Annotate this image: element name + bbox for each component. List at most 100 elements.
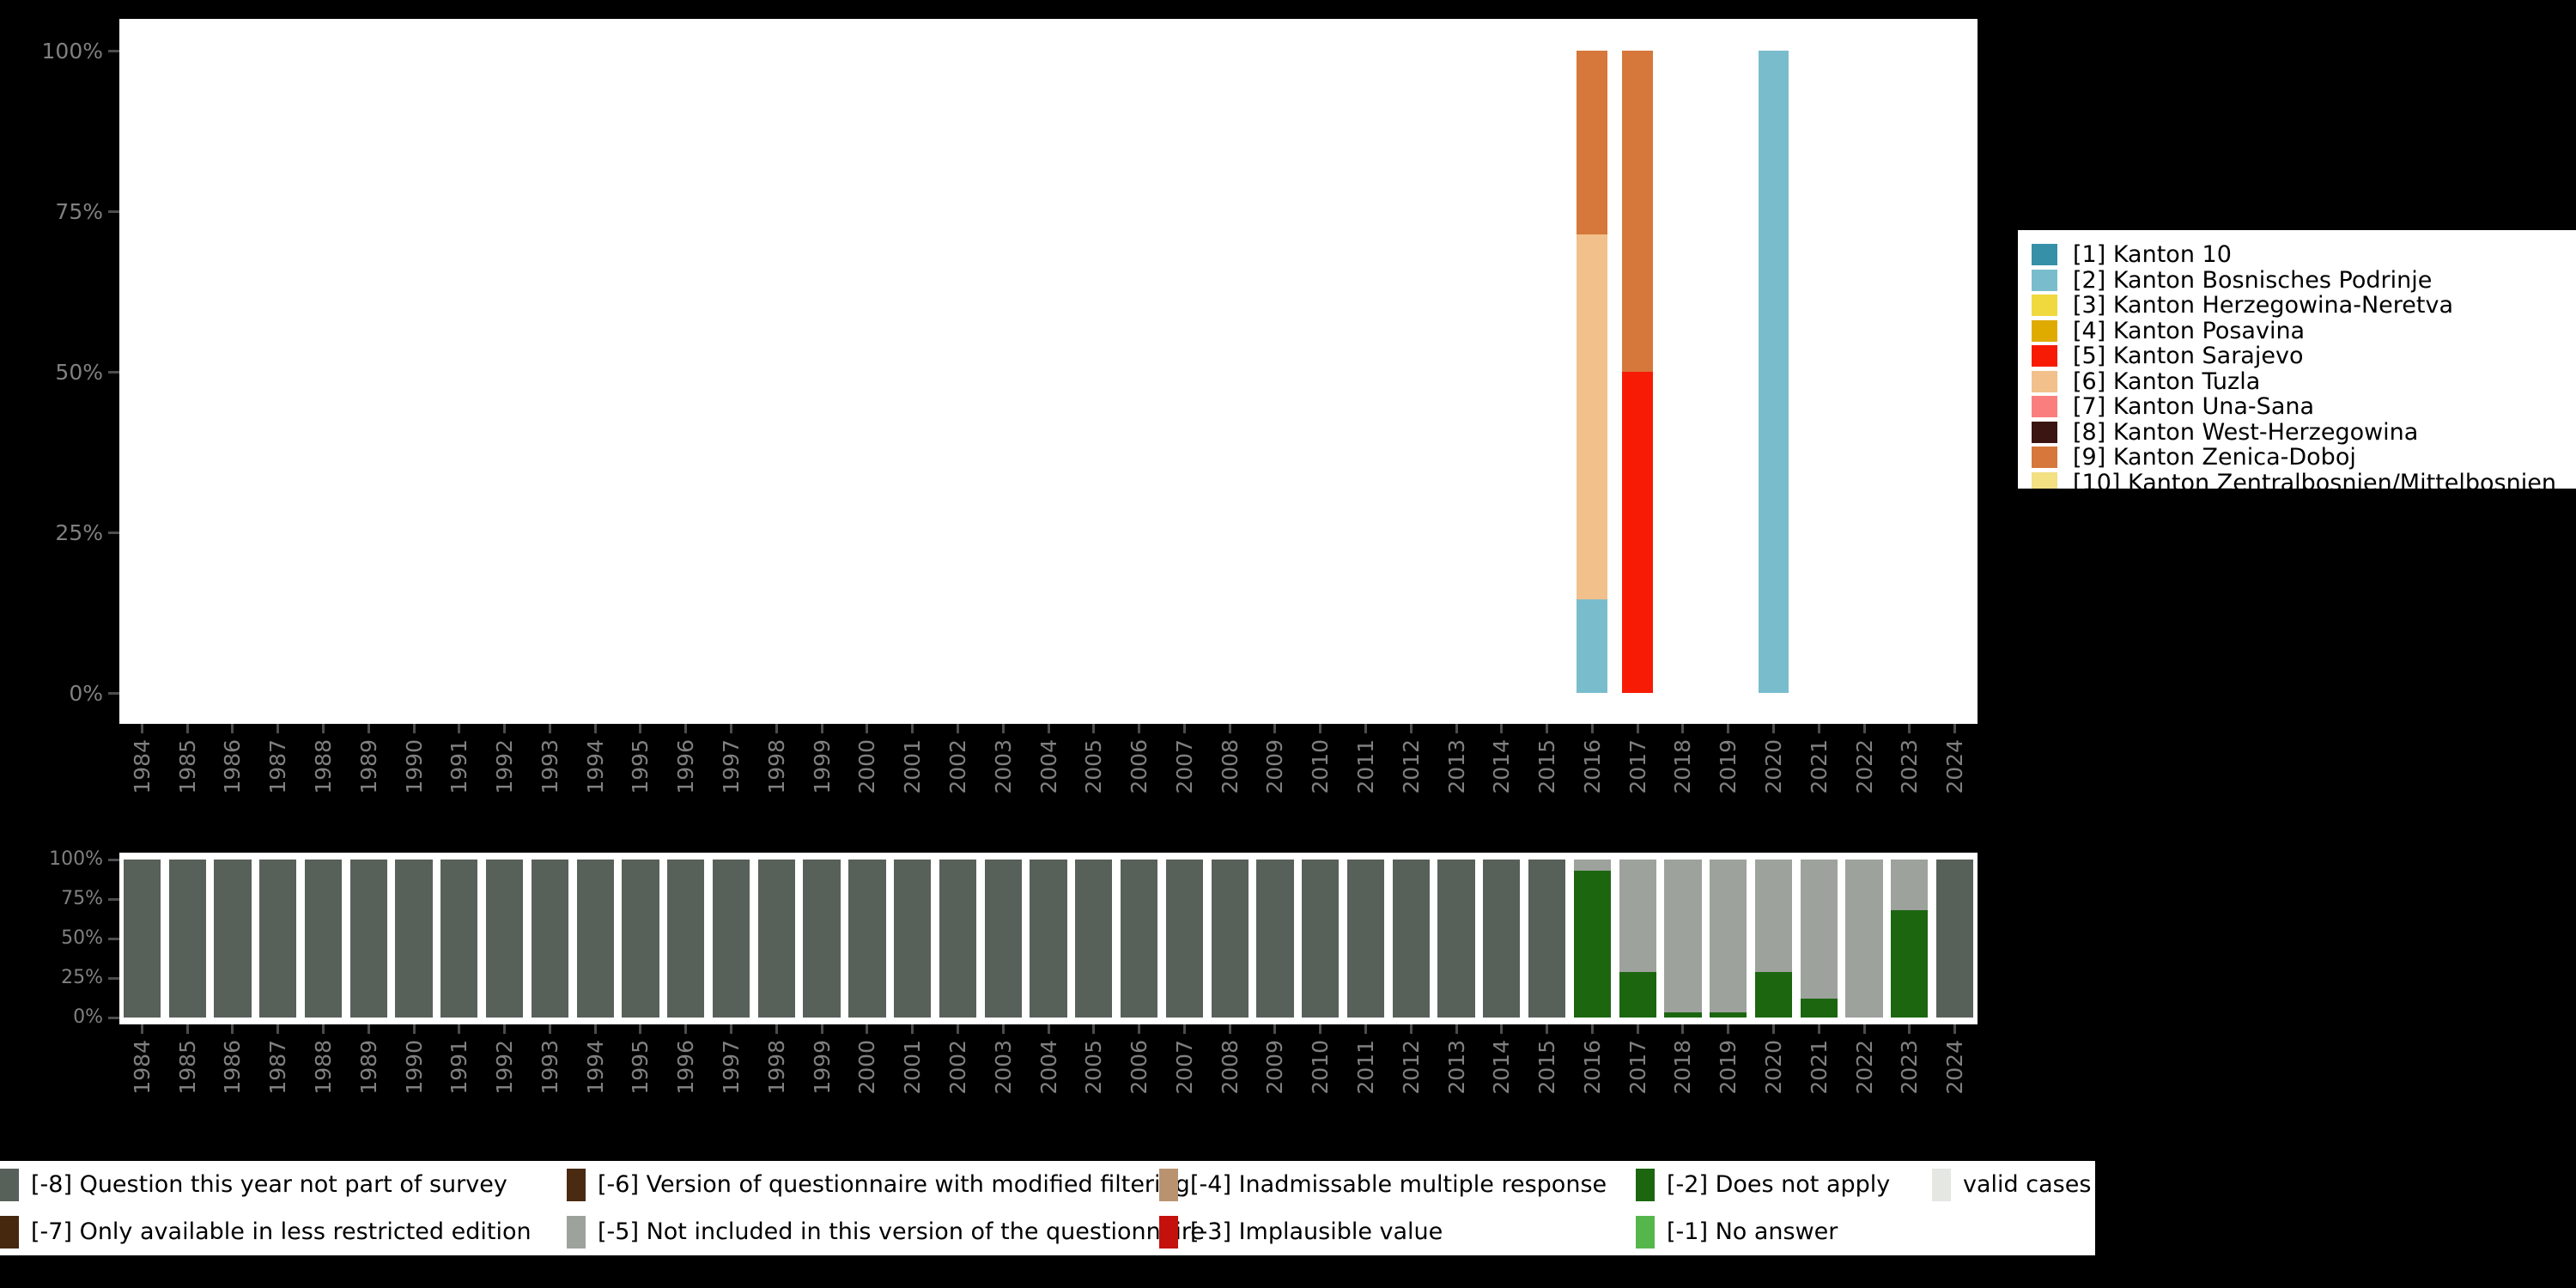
top-bar[interactable] — [943, 51, 974, 693]
bottom-bar[interactable] — [1619, 860, 1656, 1018]
top-bar[interactable] — [126, 51, 157, 693]
bottom-bar[interactable] — [1075, 860, 1113, 1018]
bottom-bar[interactable] — [984, 860, 1022, 1018]
legend-item-missing-code[interactable]: [-2] Does not apply — [1636, 1161, 1932, 1208]
top-bar[interactable] — [353, 51, 384, 693]
top-bar[interactable] — [263, 51, 294, 693]
bottom-bar[interactable] — [1891, 860, 1929, 1018]
top-bar[interactable] — [1351, 51, 1382, 693]
legend-item-missing-code[interactable]: [-8] Question this year not part of surv… — [0, 1161, 567, 1208]
top-bar[interactable] — [217, 51, 248, 693]
legend-item-kanton-7[interactable]: [7] Kanton Una-Sana — [2032, 394, 2576, 420]
legend-item-kanton-1[interactable]: [1] Kanton 10 — [2032, 242, 2576, 268]
top-bar[interactable] — [852, 51, 883, 693]
top-bar[interactable] — [308, 51, 339, 693]
top-bar[interactable] — [1078, 51, 1109, 693]
legend-item-missing-code[interactable]: [-4] Inadmissable multiple response — [1159, 1161, 1636, 1208]
legend-item-missing-code[interactable]: valid cases — [1932, 1161, 2095, 1208]
top-bar[interactable] — [1803, 51, 1834, 693]
bottom-bar[interactable] — [1120, 860, 1158, 1018]
top-bar[interactable] — [987, 51, 1018, 693]
top-bar[interactable] — [1486, 51, 1517, 693]
top-bar[interactable] — [1124, 51, 1155, 693]
top-bar[interactable] — [489, 51, 520, 693]
legend-item-kanton-10[interactable]: [10] Kanton Zentralbosnien/Mittelbosnien — [2032, 471, 2576, 489]
bottom-bar[interactable] — [395, 860, 433, 1018]
bottom-bar[interactable] — [1800, 860, 1838, 1018]
legend-item-missing-code[interactable]: [-5] Not included in this version of the… — [567, 1208, 1205, 1255]
top-bar[interactable] — [1668, 51, 1698, 693]
bottom-bar[interactable] — [1573, 860, 1612, 1018]
bottom-bar[interactable] — [1710, 860, 1747, 1018]
bottom-bar[interactable] — [123, 860, 161, 1018]
top-bar[interactable] — [1713, 51, 1744, 693]
top-bar[interactable] — [1169, 51, 1200, 693]
bottom-bar[interactable] — [667, 860, 705, 1018]
bottom-bar[interactable] — [168, 860, 206, 1018]
bottom-bar[interactable] — [1346, 860, 1385, 1018]
legend-item-kanton-8[interactable]: [8] Kanton West-Herzegowina — [2032, 420, 2576, 446]
top-bar[interactable] — [580, 51, 611, 693]
top-bar[interactable] — [398, 51, 429, 693]
bottom-bar[interactable] — [848, 860, 886, 1018]
bottom-bar[interactable] — [1437, 860, 1475, 1018]
top-bar[interactable] — [1214, 51, 1245, 693]
top-bar[interactable] — [1395, 51, 1426, 693]
bottom-bar[interactable] — [894, 860, 932, 1018]
legend-item-missing-code[interactable]: [-3] Implausible value — [1159, 1208, 1636, 1255]
bottom-bar[interactable] — [576, 860, 614, 1018]
top-bar[interactable] — [1260, 51, 1291, 693]
legend-item-kanton-5[interactable]: [5] Kanton Sarajevo — [2032, 343, 2576, 369]
top-bar[interactable] — [671, 51, 702, 693]
bottom-bar[interactable] — [214, 860, 252, 1018]
top-bar[interactable] — [1577, 51, 1608, 693]
top-bar[interactable] — [534, 51, 565, 693]
top-bar[interactable] — [1940, 51, 1971, 693]
bottom-bar[interactable] — [712, 860, 750, 1018]
legend-item-kanton-3[interactable]: [3] Kanton Herzegowina-Neretva — [2032, 293, 2576, 319]
bottom-bar[interactable] — [531, 860, 569, 1018]
top-bar[interactable] — [897, 51, 928, 693]
legend-item-missing-code[interactable]: [-1] No answer — [1636, 1208, 1932, 1255]
top-bar[interactable] — [1622, 51, 1654, 693]
top-bar[interactable] — [172, 51, 203, 693]
legend-item-kanton-9[interactable]: [9] Kanton Zenica-Doboj — [2032, 445, 2576, 471]
bottom-bar[interactable] — [1528, 860, 1566, 1018]
bottom-bar[interactable] — [304, 860, 343, 1018]
bottom-bar[interactable] — [1483, 860, 1521, 1018]
bottom-bar[interactable] — [1030, 860, 1067, 1018]
bottom-bar[interactable] — [939, 860, 977, 1018]
top-bar[interactable] — [761, 51, 792, 693]
legend-item-missing-code[interactable]: [-6] Version of questionnaire with modif… — [567, 1161, 1190, 1208]
bottom-bar[interactable] — [1302, 860, 1340, 1018]
legend-item-kanton-2[interactable]: [2] Kanton Bosnisches Podrinje — [2032, 268, 2576, 294]
bottom-bar[interactable] — [803, 860, 841, 1018]
bottom-bar[interactable] — [1936, 860, 1974, 1018]
top-bar[interactable] — [1758, 51, 1789, 693]
top-bar[interactable] — [1894, 51, 1925, 693]
bottom-bar[interactable] — [440, 860, 478, 1018]
top-bar[interactable] — [1849, 51, 1880, 693]
bottom-bar[interactable] — [1664, 860, 1702, 1018]
bottom-bar[interactable] — [259, 860, 297, 1018]
top-bar[interactable] — [716, 51, 747, 693]
legend-item-missing-code[interactable]: [-7] Only available in less restricted e… — [0, 1208, 567, 1255]
top-bar[interactable] — [806, 51, 837, 693]
bottom-bar[interactable] — [1256, 860, 1294, 1018]
top-bar[interactable] — [1305, 51, 1336, 693]
bottom-bar[interactable] — [349, 860, 387, 1018]
top-bar[interactable] — [1033, 51, 1064, 693]
bottom-bar[interactable] — [486, 860, 524, 1018]
bottom-bar[interactable] — [1211, 860, 1249, 1018]
legend-item-kanton-4[interactable]: [4] Kanton Posavina — [2032, 319, 2576, 344]
top-bar[interactable] — [625, 51, 656, 693]
bottom-bar[interactable] — [1392, 860, 1430, 1018]
top-bar[interactable] — [1441, 51, 1472, 693]
bottom-bar[interactable] — [1165, 860, 1203, 1018]
legend-item-kanton-6[interactable]: [6] Kanton Tuzla — [2032, 369, 2576, 395]
bottom-bar[interactable] — [1845, 860, 1883, 1018]
bottom-bar[interactable] — [1754, 860, 1793, 1018]
bottom-bar[interactable] — [622, 860, 659, 1018]
top-bar[interactable] — [1532, 51, 1563, 693]
bottom-bar[interactable] — [757, 860, 795, 1018]
